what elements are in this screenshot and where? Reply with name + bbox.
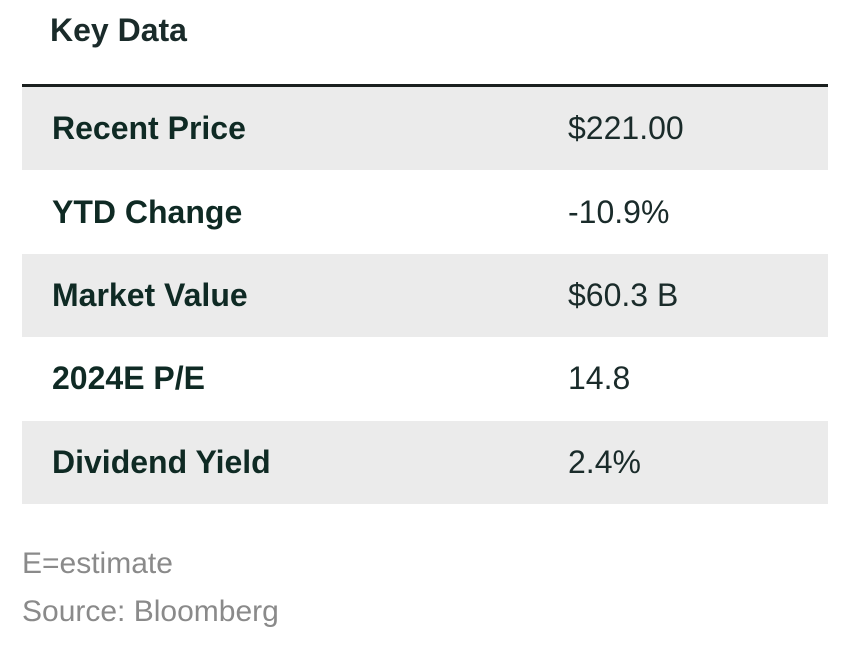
row-value: -10.9% [568,193,670,230]
estimate-note: E=estimate [22,547,173,580]
row-label: Dividend Yield [52,443,271,480]
key-data-table: Recent Price $221.00 YTD Change -10.9% M… [22,87,828,504]
table-row: Market Value $60.3 B [22,253,828,338]
row-value: $60.3 B [568,276,679,313]
row-value: 2.4% [568,443,641,480]
table-row: Recent Price $221.00 [22,87,828,171]
table-row: YTD Change -10.9% [22,170,828,253]
row-label: YTD Change [52,193,243,230]
header-divider [22,84,828,87]
source-note: Source: Bloomberg [22,595,279,628]
table-row: 2024E P/E 14.8 [22,337,828,420]
page-title: Key Data [50,12,187,48]
table-row: Dividend Yield 2.4% [22,420,828,504]
row-label: Market Value [52,276,248,313]
row-value: $221.00 [568,110,684,147]
row-label: Recent Price [52,110,246,147]
footnotes: E=estimate Source: Bloomberg [22,540,279,636]
row-value: 14.8 [568,360,631,397]
row-label: 2024E P/E [52,360,205,397]
